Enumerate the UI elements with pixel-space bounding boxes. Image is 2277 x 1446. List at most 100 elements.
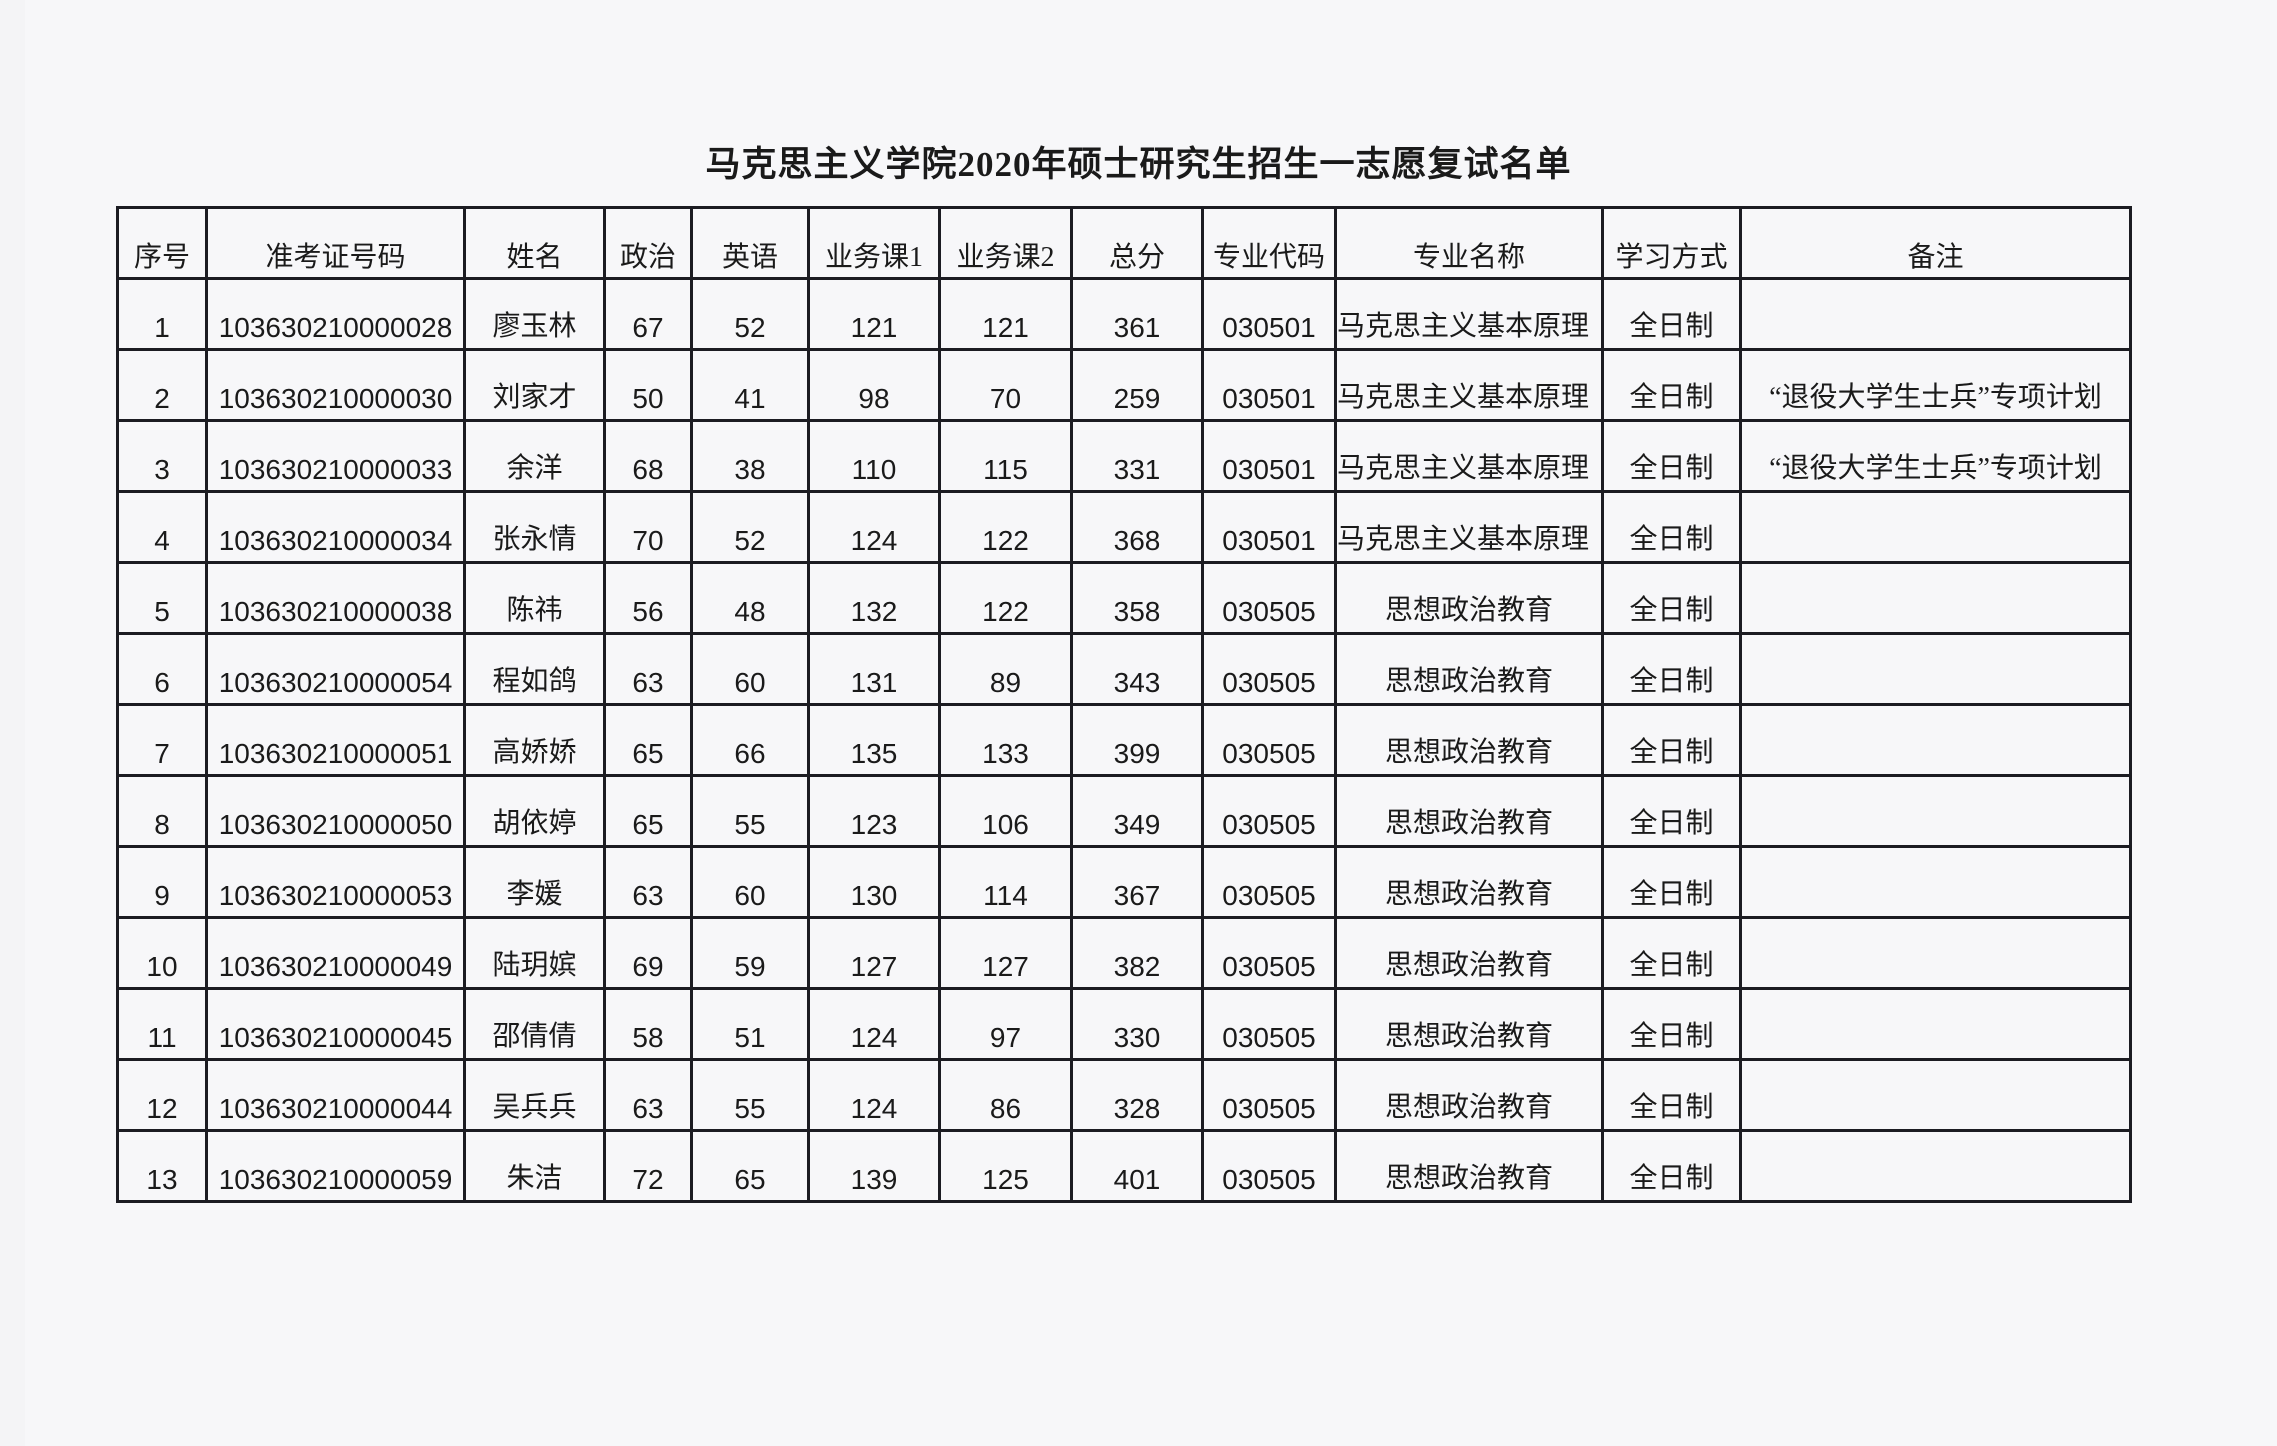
column-header: 姓名 bbox=[463, 206, 606, 280]
major-code: 030505 bbox=[1201, 561, 1337, 635]
english-score: 41 bbox=[690, 348, 810, 422]
study-mode: 全日制 bbox=[1601, 1058, 1742, 1132]
total-score: 259 bbox=[1070, 348, 1204, 422]
note bbox=[1739, 1129, 2132, 1203]
course2-score: 127 bbox=[938, 916, 1073, 990]
course1-score: 130 bbox=[807, 845, 941, 919]
column-header: 总分 bbox=[1070, 206, 1204, 280]
total-score: 368 bbox=[1070, 490, 1204, 564]
course1-score: 127 bbox=[807, 916, 941, 990]
total-score: 367 bbox=[1070, 845, 1204, 919]
table-row: 13 103630210000059 朱洁 72 65 139 125 401 030505 思想… bbox=[116, 1129, 2132, 1203]
major-name: 马克思主义基本原理 bbox=[1334, 419, 1604, 493]
candidate-name: 廖玉林 bbox=[463, 277, 606, 351]
politics-score: 58 bbox=[603, 987, 693, 1061]
row-number: 4 bbox=[116, 490, 208, 564]
study-mode: 全日制 bbox=[1601, 987, 1742, 1061]
politics-score: 68 bbox=[603, 419, 693, 493]
exam-id: 103630210000053 bbox=[205, 845, 466, 919]
row-number: 9 bbox=[116, 845, 208, 919]
candidate-name: 张永情 bbox=[463, 490, 606, 564]
major-code: 030501 bbox=[1201, 277, 1337, 351]
politics-score: 50 bbox=[603, 348, 693, 422]
english-score: 60 bbox=[690, 632, 810, 706]
candidate-name: 刘家才 bbox=[463, 348, 606, 422]
exam-id: 103630210000038 bbox=[205, 561, 466, 635]
candidate-name: 余洋 bbox=[463, 419, 606, 493]
total-score: 349 bbox=[1070, 774, 1204, 848]
exam-id: 103630210000051 bbox=[205, 703, 466, 777]
row-number: 11 bbox=[116, 987, 208, 1061]
row-number: 10 bbox=[116, 916, 208, 990]
note bbox=[1739, 561, 2132, 635]
exam-id: 103630210000050 bbox=[205, 774, 466, 848]
course2-score: 122 bbox=[938, 490, 1073, 564]
row-number: 2 bbox=[116, 348, 208, 422]
candidate-name: 李媛 bbox=[463, 845, 606, 919]
major-code: 030501 bbox=[1201, 490, 1337, 564]
total-score: 399 bbox=[1070, 703, 1204, 777]
politics-score: 65 bbox=[603, 703, 693, 777]
column-header: 业务课1 bbox=[807, 206, 941, 280]
major-code: 030505 bbox=[1201, 987, 1337, 1061]
candidate-name: 程如鸽 bbox=[463, 632, 606, 706]
course2-score: 121 bbox=[938, 277, 1073, 351]
table-row: 12 103630210000044 吴兵兵 63 55 124 86 328 030505 思想… bbox=[116, 1058, 2132, 1132]
table-row: 4 103630210000034 张永情 70 52 124 122 368 030501 马克… bbox=[116, 490, 2132, 564]
note bbox=[1739, 916, 2132, 990]
major-name: 马克思主义基本原理 bbox=[1334, 277, 1604, 351]
total-score: 361 bbox=[1070, 277, 1204, 351]
course1-score: 98 bbox=[807, 348, 941, 422]
exam-id: 103630210000054 bbox=[205, 632, 466, 706]
column-header: 学习方式 bbox=[1601, 206, 1742, 280]
table-header-row: 序号 准考证号码 姓名 政治 英语 业务课1 业务课2 总分 专业代码 专业名称 学习方式 备注 bbox=[116, 206, 2132, 280]
note bbox=[1739, 703, 2132, 777]
table-row: 11 103630210000045 邵倩倩 58 51 124 97 330 030505 思想… bbox=[116, 987, 2132, 1061]
politics-score: 63 bbox=[603, 1058, 693, 1132]
column-header: 准考证号码 bbox=[205, 206, 466, 280]
total-score: 328 bbox=[1070, 1058, 1204, 1132]
column-header: 业务课2 bbox=[938, 206, 1073, 280]
major-name: 马克思主义基本原理 bbox=[1334, 348, 1604, 422]
course2-score: 114 bbox=[938, 845, 1073, 919]
politics-score: 65 bbox=[603, 774, 693, 848]
note bbox=[1739, 987, 2132, 1061]
row-number: 3 bbox=[116, 419, 208, 493]
exam-id: 103630210000049 bbox=[205, 916, 466, 990]
politics-score: 67 bbox=[603, 277, 693, 351]
note bbox=[1739, 1058, 2132, 1132]
table-row: 1 103630210000028 廖玉林 67 52 121 121 361 030501 马克… bbox=[116, 277, 2132, 351]
course2-score: 115 bbox=[938, 419, 1073, 493]
major-name: 思想政治教育 bbox=[1334, 987, 1604, 1061]
study-mode: 全日制 bbox=[1601, 277, 1742, 351]
major-name: 马克思主义基本原理 bbox=[1334, 490, 1604, 564]
row-number: 6 bbox=[116, 632, 208, 706]
total-score: 382 bbox=[1070, 916, 1204, 990]
major-name: 思想政治教育 bbox=[1334, 1129, 1604, 1203]
study-mode: 全日制 bbox=[1601, 916, 1742, 990]
candidate-name: 高娇娇 bbox=[463, 703, 606, 777]
total-score: 358 bbox=[1070, 561, 1204, 635]
table-row: 9 103630210000053 李媛 63 60 130 114 367 030505 思想政… bbox=[116, 845, 2132, 919]
study-mode: 全日制 bbox=[1601, 703, 1742, 777]
english-score: 52 bbox=[690, 490, 810, 564]
course1-score: 131 bbox=[807, 632, 941, 706]
major-code: 030505 bbox=[1201, 845, 1337, 919]
table-row: 6 103630210000054 程如鸽 63 60 131 89 343 030505 思想政… bbox=[116, 632, 2132, 706]
page-title: 马克思主义学院2020年硕士研究生招生一志愿复试名单 bbox=[705, 145, 1572, 184]
course1-score: 124 bbox=[807, 987, 941, 1061]
course1-score: 132 bbox=[807, 561, 941, 635]
row-number: 12 bbox=[116, 1058, 208, 1132]
major-code: 030501 bbox=[1201, 419, 1337, 493]
major-name: 思想政治教育 bbox=[1334, 632, 1604, 706]
english-score: 51 bbox=[690, 987, 810, 1061]
politics-score: 56 bbox=[603, 561, 693, 635]
course2-score: 89 bbox=[938, 632, 1073, 706]
major-code: 030501 bbox=[1201, 348, 1337, 422]
study-mode: 全日制 bbox=[1601, 348, 1742, 422]
major-code: 030505 bbox=[1201, 632, 1337, 706]
study-mode: 全日制 bbox=[1601, 561, 1742, 635]
study-mode: 全日制 bbox=[1601, 1129, 1742, 1203]
exam-id: 103630210000045 bbox=[205, 987, 466, 1061]
table-row: 2 103630210000030 刘家才 50 41 98 70 259 030501 马克思主… bbox=[116, 348, 2132, 422]
